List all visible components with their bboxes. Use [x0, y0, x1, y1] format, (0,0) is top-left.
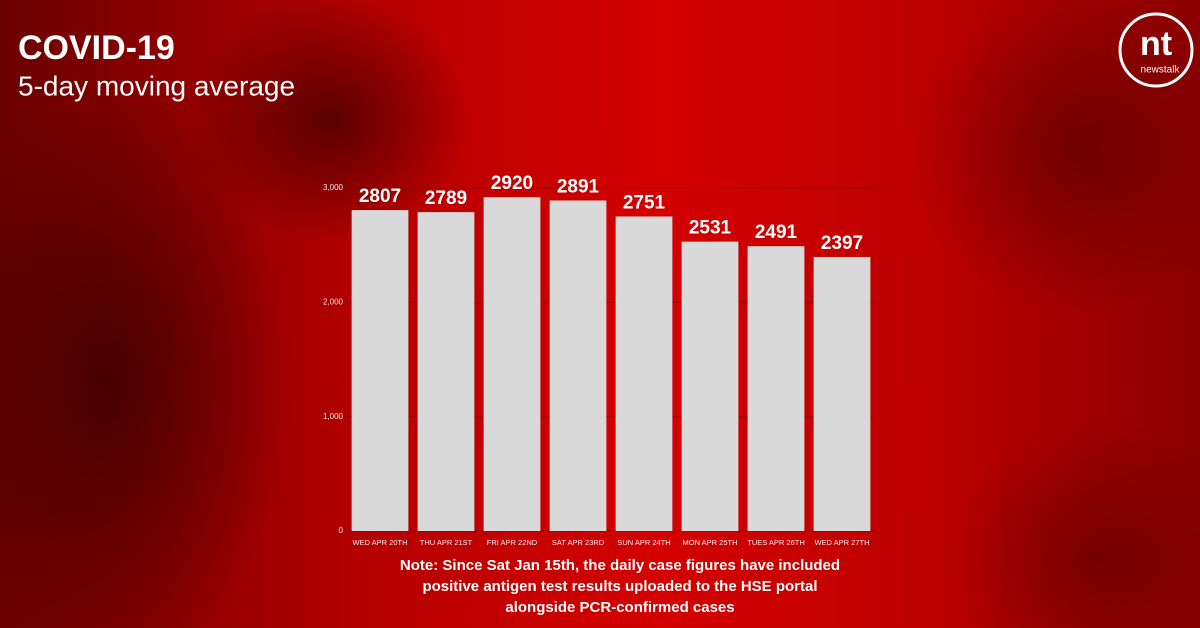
- bar: [483, 197, 541, 531]
- chart-title: COVID-19: [18, 29, 175, 67]
- value-label: 2807: [359, 186, 401, 207]
- x-tick-label: MON APR 25TH: [682, 538, 737, 547]
- note: positive antigen test results uploaded t…: [422, 578, 817, 595]
- bar: [813, 256, 871, 531]
- value-label: 2751: [623, 192, 666, 213]
- bar: [417, 212, 475, 531]
- x-tick-label: WED APR 27TH: [814, 538, 869, 547]
- chart-subtitle: 5-day moving average: [18, 70, 295, 101]
- bar: [615, 216, 673, 531]
- x-tick-label: FRI APR 22ND: [487, 538, 538, 547]
- logo-mark: nt: [1140, 25, 1172, 63]
- y-tick-label: 3,000: [323, 183, 344, 192]
- x-tick-label: THU APR 21ST: [420, 538, 473, 547]
- value-label: 2491: [755, 222, 798, 243]
- x-tick-label: SAT APR 23RD: [552, 538, 605, 547]
- note: alongside PCR-confirmed cases: [505, 599, 734, 616]
- x-tick-label: TUES APR 26TH: [747, 538, 805, 547]
- note: Note: Since Sat Jan 15th, the daily case…: [400, 557, 840, 574]
- value-label: 2891: [557, 176, 600, 197]
- bar: [351, 210, 409, 531]
- y-tick-label: 2,000: [323, 297, 344, 306]
- value-label: 2920: [491, 173, 533, 194]
- value-label: 2397: [821, 233, 863, 254]
- bar: [549, 200, 607, 531]
- logo-ring: [1118, 12, 1194, 88]
- x-tick-label: WED APR 20TH: [352, 538, 407, 547]
- value-label: 2789: [425, 188, 467, 209]
- y-tick-label: 0: [339, 526, 344, 535]
- logo-name: newstalk: [1141, 65, 1181, 76]
- x-tick-label: SUN APR 24TH: [617, 538, 670, 547]
- value-label: 2531: [689, 218, 732, 239]
- bar: [747, 246, 805, 531]
- bar: [681, 241, 739, 532]
- y-tick-label: 1,000: [323, 412, 344, 421]
